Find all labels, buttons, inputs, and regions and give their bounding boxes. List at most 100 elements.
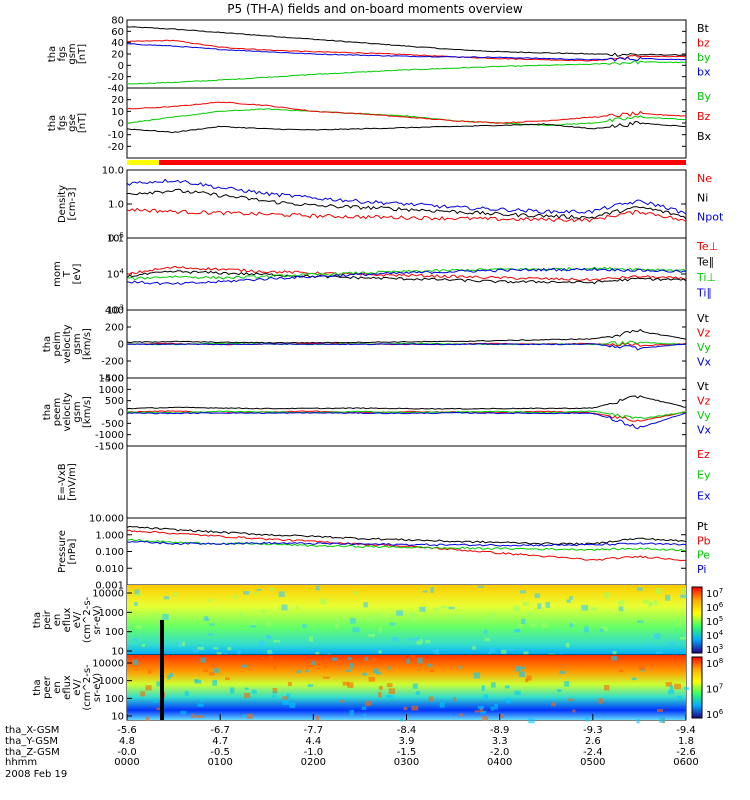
y-tick-label: 10 xyxy=(111,712,124,723)
series-line-Ne xyxy=(126,207,687,223)
series-line-Vt xyxy=(126,328,687,344)
heatmap-cell xyxy=(457,615,464,619)
heatmap-cell xyxy=(324,665,328,669)
heatmap-cell xyxy=(523,651,529,657)
series-line-Vx xyxy=(126,411,687,430)
heatmap-cell xyxy=(273,640,281,643)
heatmap-cell xyxy=(683,687,690,690)
heatmap-cell xyxy=(216,652,222,657)
heatmap-cell xyxy=(349,709,354,716)
heatmap-cell xyxy=(268,656,274,660)
heatmap-cell xyxy=(482,715,488,721)
heatmap-cell xyxy=(364,656,369,661)
legend-Ez: Ez xyxy=(697,448,710,461)
heatmap-cell xyxy=(656,709,663,712)
y-tick-label: 10.0 xyxy=(102,166,124,177)
heatmap-cell xyxy=(476,661,483,665)
y-axis-label: tha xyxy=(47,46,58,62)
heatmap-cell xyxy=(378,650,382,654)
heatmap-cell xyxy=(368,676,376,682)
heatmap-cell xyxy=(278,591,285,597)
heatmap-cell xyxy=(214,668,220,673)
legend-Te∥: Te∥ xyxy=(696,256,714,269)
heatmap-cell xyxy=(648,602,652,607)
heatmap-cell xyxy=(207,599,214,602)
heatmap-cell xyxy=(272,691,277,694)
heatmap-cell xyxy=(518,671,525,678)
heatmap-cell xyxy=(305,669,309,673)
legend-Vy: Vy xyxy=(697,409,711,422)
heatmap-cell xyxy=(208,623,215,626)
y-axis-label: velocity xyxy=(62,324,73,363)
heatmap-cell xyxy=(655,588,662,594)
heatmap-cell xyxy=(500,714,504,719)
heatmap-cell xyxy=(479,708,483,713)
heatmap-cell xyxy=(432,649,438,653)
heatmap-cell xyxy=(429,669,435,673)
panel-peir-eflux: tha peir en eflux eV/(cm^2-s-sr-eV)100001000… xyxy=(32,584,724,660)
heatmap-cell xyxy=(197,646,205,651)
heatmap-cell xyxy=(386,694,394,698)
y-tick-label: -1000 xyxy=(95,430,124,441)
y-axis-label: tha xyxy=(42,404,53,420)
x-row-value: -1.0 xyxy=(304,747,324,758)
heatmap-cell xyxy=(308,636,313,642)
heatmap-cell xyxy=(349,663,355,669)
x-row-value: 4.7 xyxy=(212,736,228,747)
heatmap-cell xyxy=(212,679,218,686)
y-axis-label: gsm xyxy=(72,333,83,354)
heatmap-cell xyxy=(403,706,408,711)
heatmap-cell xyxy=(396,610,403,616)
heatmap-cell xyxy=(568,698,574,701)
heatmap-cell xyxy=(453,697,457,702)
y-axis-label: peir xyxy=(42,609,53,629)
heatmap-cell xyxy=(258,641,265,647)
heatmap-cell xyxy=(642,599,650,604)
heatmap-cell xyxy=(668,641,676,645)
y-axis-label: tha xyxy=(32,679,43,695)
y-tick-label: -10 xyxy=(108,130,124,141)
heatmap-cell xyxy=(521,618,526,625)
heatmap-cell xyxy=(273,665,277,670)
y-tick-label: 20 xyxy=(111,50,124,61)
heatmap-cell xyxy=(559,670,566,675)
x-row-value: -9.4 xyxy=(676,725,696,736)
heatmap-cell xyxy=(176,641,183,646)
x-row-value: -6.7 xyxy=(210,725,230,736)
heatmap-cell xyxy=(134,589,140,595)
heatmap-cell xyxy=(282,699,289,705)
heatmap-cell xyxy=(399,718,404,722)
legend-By: By xyxy=(697,90,712,103)
x-row-value: 1.8 xyxy=(678,736,694,747)
series-line-Ti⊥ xyxy=(126,266,687,281)
y-axis-label: gsm xyxy=(67,43,78,64)
y-tick-label: 103 xyxy=(107,304,124,317)
heatmap-cell xyxy=(494,703,498,710)
y-tick-label: 0.010 xyxy=(95,564,124,575)
heatmap-cell xyxy=(153,699,158,703)
y-axis-label: sr-eV) xyxy=(92,673,103,702)
x-time-label: 0500 xyxy=(580,757,605,768)
series-line-Bt xyxy=(126,26,687,57)
heatmap-cell xyxy=(676,695,682,699)
legend-Pe: Pe xyxy=(697,549,710,562)
heatmap-cell xyxy=(559,653,564,656)
heatmap-cell xyxy=(133,637,137,641)
heatmap-cell xyxy=(301,624,307,628)
data-gap-bar xyxy=(160,620,164,655)
series-line-bz xyxy=(126,39,687,62)
series-line-Vy xyxy=(126,410,687,419)
heatmap-cell xyxy=(570,622,574,628)
x-row-label: tha_Y-GSM xyxy=(5,736,58,747)
heatmap-cell xyxy=(140,616,146,620)
y-tick-label: 10 xyxy=(111,107,124,118)
heatmap-cell xyxy=(336,661,343,665)
x-row-value: 3.3 xyxy=(492,736,508,747)
heatmap-cell xyxy=(173,591,177,597)
heatmap-cell xyxy=(472,646,477,650)
heatmap-cell xyxy=(272,694,276,698)
heatmap-cell xyxy=(225,677,230,681)
heatmap-cell xyxy=(636,718,640,724)
heatmap-cell xyxy=(203,616,209,621)
legend-Ey: Ey xyxy=(697,469,711,482)
